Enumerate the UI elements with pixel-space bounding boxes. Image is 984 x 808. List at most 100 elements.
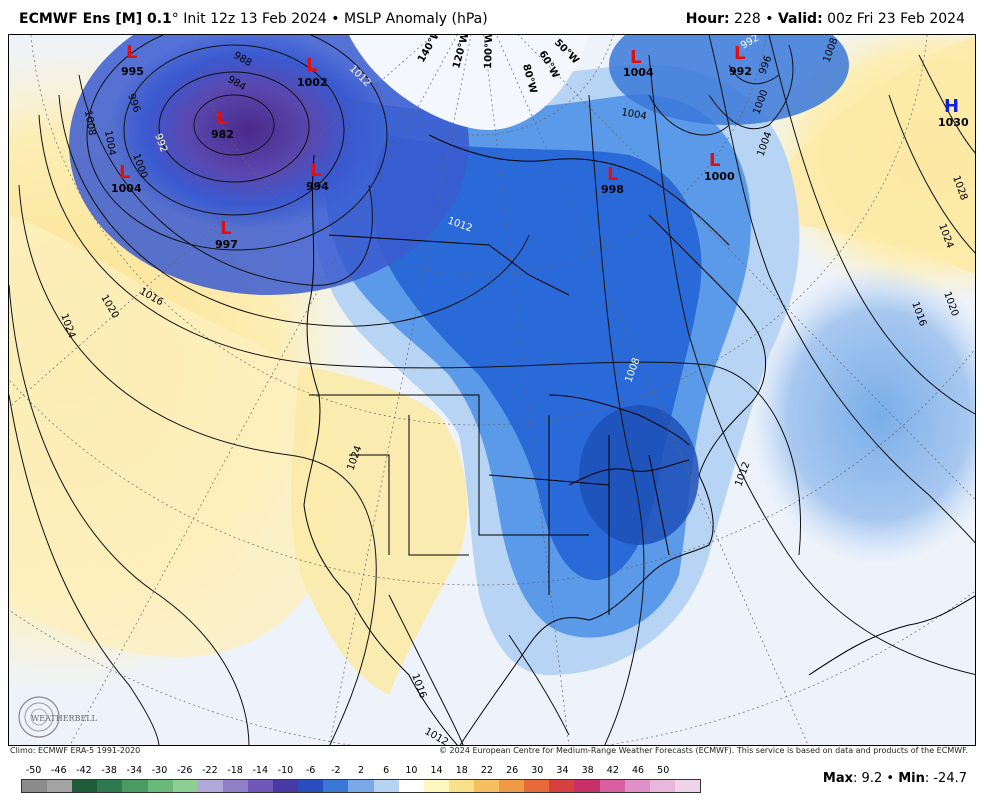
svg-text:L: L — [630, 47, 641, 68]
colorbar-tick-label: -26 — [176, 765, 193, 776]
anomaly-greenland — [609, 35, 849, 125]
colorbar-swatch — [197, 780, 223, 792]
colorbar-swatch — [549, 780, 575, 792]
copyright-note: © 2024 European Centre for Medium-Range … — [439, 746, 968, 755]
colorbar-swatch — [222, 780, 248, 792]
colorbar-tick-label: 14 — [430, 765, 443, 776]
colorbar-tick-label: 42 — [606, 765, 619, 776]
svg-text:L: L — [734, 43, 745, 64]
svg-text:L: L — [306, 55, 317, 76]
colorbar-tick-label: -2 — [331, 765, 341, 776]
svg-text:L: L — [126, 42, 137, 63]
colorbar-swatch — [674, 780, 700, 792]
colorbar-tick-label: -50 — [25, 765, 42, 776]
colorbar-labels: -50 -46 -42 -38 -34 -30 -26 -22 -18 -14 -10 -6 -2 2 6 1… — [21, 765, 701, 777]
map-title: ECMWF Ens [M] 0.1° Init 12z 13 Feb 2024 … — [19, 11, 488, 27]
model-name: ECMWF Ens [M] 0.1 — [19, 11, 172, 27]
colorbar-tick-label: 34 — [556, 765, 569, 776]
colorbar-tick-label: 50 — [657, 765, 670, 776]
colorbar-tick-label: -46 — [51, 765, 67, 776]
colorbar-swatch — [47, 780, 73, 792]
colorbar-swatch — [97, 780, 123, 792]
svg-text:997: 997 — [215, 238, 238, 251]
colorbar-tick-label: 30 — [531, 765, 544, 776]
map-svg: 140°W 120°W 100°W 80°W 60°W 50°W 988 984… — [9, 35, 975, 745]
svg-text:982: 982 — [211, 128, 234, 141]
colorbar-tick-label: -42 — [76, 765, 92, 776]
colorbar-tick-label: -6 — [305, 765, 316, 776]
colorbar-tick-label: 2 — [357, 765, 365, 776]
colorbar-swatch — [524, 780, 550, 792]
colorbar-tick-label: -18 — [227, 765, 243, 776]
svg-text:L: L — [310, 160, 321, 181]
svg-text:WEATHERBELL: WEATHERBELL — [31, 714, 98, 723]
svg-text:L: L — [216, 108, 227, 129]
svg-text:994: 994 — [306, 180, 329, 193]
svg-text:998: 998 — [601, 183, 624, 196]
field-name: MSLP Anomaly (hPa) — [344, 11, 488, 27]
svg-text:1002: 1002 — [297, 76, 328, 89]
anomaly-high-westus — [291, 365, 468, 695]
colorbar-tick-label: 26 — [506, 765, 519, 776]
lon-label-100w: 100°W — [483, 35, 495, 69]
svg-text:992: 992 — [729, 65, 752, 78]
svg-text:L: L — [709, 150, 720, 171]
isobar-label: 1004 — [102, 130, 117, 157]
colorbar-tick-label: -14 — [252, 765, 269, 776]
colorbar-swatch — [122, 780, 148, 792]
low-center: L 995 — [121, 42, 144, 78]
colorbar-tick-label: 10 — [405, 765, 418, 776]
colorbar-swatch — [298, 780, 324, 792]
max-value: 9.2 — [861, 771, 883, 786]
climo-note: Climo: ECMWF ERA-5 1991-2020 — [10, 746, 141, 755]
colorbar-tick-label: 22 — [480, 765, 493, 776]
isobar-label: 1008 — [82, 110, 97, 137]
colorbar — [21, 779, 701, 793]
colorbar-swatch — [323, 780, 349, 792]
colorbar-swatch — [22, 780, 48, 792]
anomaly-atlantic — [749, 265, 975, 565]
colorbar-swatch — [448, 780, 474, 792]
svg-text:L: L — [607, 164, 618, 185]
colorbar-tick-label: -34 — [126, 765, 143, 776]
coastlines — [303, 134, 975, 745]
max-min-stats: Max: 9.2 • Min: -24.7 — [822, 771, 967, 786]
svg-text:1004: 1004 — [111, 182, 142, 195]
colorbar-swatch — [473, 780, 500, 792]
valid-time: 00z Fri 23 Feb 2024 — [827, 11, 965, 27]
valid-info: Hour: 228 • Valid: 00z Fri 23 Feb 2024 — [685, 11, 965, 27]
colorbar-tick-label: 6 — [383, 765, 390, 776]
isobar-label: 1004 — [620, 107, 647, 122]
svg-text:995: 995 — [121, 65, 144, 78]
colorbar-swatch — [574, 780, 600, 792]
colorbar-tick-label: -22 — [202, 765, 218, 776]
colorbar-swatch — [348, 780, 374, 792]
colorbar-swatch — [499, 780, 525, 792]
colorbar-swatch — [398, 780, 424, 792]
colorbar-tick-label: 38 — [581, 765, 594, 776]
colorbar-tick-label: 46 — [631, 765, 645, 776]
colorbar-tick-label: -38 — [101, 765, 117, 776]
svg-text:1004: 1004 — [623, 66, 654, 79]
colorbar-swatch — [72, 780, 98, 792]
colorbar-swatch — [373, 780, 399, 792]
colorbar-swatch — [599, 780, 625, 792]
colorbar-swatch — [624, 780, 650, 792]
colorbar-swatch — [423, 780, 449, 792]
svg-text:1000: 1000 — [704, 170, 735, 183]
colorbar-tick-label: -30 — [151, 765, 168, 776]
min-value: -24.7 — [933, 771, 967, 786]
svg-text:L: L — [119, 162, 130, 183]
colorbar-tick-label: 18 — [455, 765, 468, 776]
